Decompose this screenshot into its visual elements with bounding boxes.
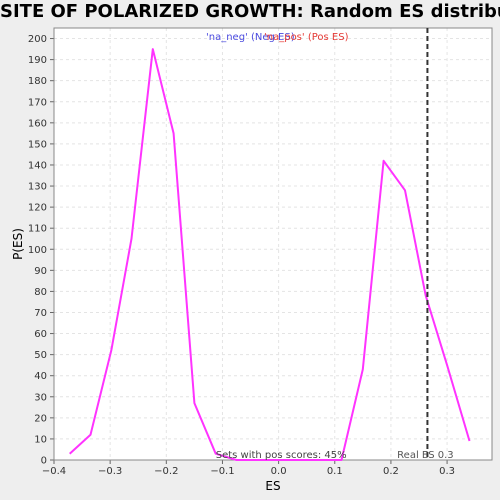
legend-entry-neg: 'na_neg' (Neg ES)	[206, 32, 295, 43]
y-tick-label: 50	[34, 350, 47, 361]
y-tick-label: 20	[34, 413, 47, 424]
y-tick-label: 130	[28, 182, 47, 193]
legend-entry-pos: 'na_pos' (Pos ES)	[264, 32, 349, 43]
x-tick-label: −0.3	[98, 466, 122, 477]
y-tick-label: 60	[34, 329, 47, 340]
grid-lines	[53, 28, 492, 461]
y-tick-label: 100	[28, 245, 47, 256]
x-tick-label: −0.1	[210, 466, 234, 477]
y-tick-label: 170	[28, 97, 47, 108]
plot-background	[54, 28, 492, 460]
y-tick-label: 180	[28, 76, 47, 87]
legend: 'na_neg' (Neg ES)'na_pos' (Pos ES)	[206, 32, 349, 43]
x-tick-label: −0.4	[42, 466, 66, 477]
distribution-line	[69, 48, 471, 461]
y-tick-label: 0	[41, 456, 47, 467]
y-tick-label: 140	[28, 160, 47, 171]
x-tick-label: −0.2	[154, 466, 178, 477]
chart-title: SITE OF POLARIZED GROWTH: Random ES dist…	[0, 1, 500, 22]
y-tick-label: 120	[28, 203, 47, 214]
y-tick-label: 40	[34, 371, 47, 382]
y-axis-title: P(ES)	[11, 228, 25, 260]
y-tick-label: 160	[28, 118, 47, 129]
y-tick-label: 80	[34, 287, 47, 298]
pos-scores-annotation: Sets with pos scores: 45%	[216, 450, 347, 461]
x-tick-label: 0.3	[439, 466, 455, 477]
y-tick-label: 70	[34, 308, 47, 319]
y-tick-label: 30	[34, 392, 47, 403]
axes: 0 10 20 30 40 50 60 70 80 90 100 110 120 130 140 150 160…	[28, 27, 493, 477]
x-tick-label: 0.2	[383, 466, 399, 477]
real-es-label: Real ES 0.3	[397, 450, 453, 461]
x-axis-title: ES	[265, 479, 280, 493]
y-tick-label: 190	[28, 55, 47, 66]
series-layer: Real ES 0.3 Sets with pos scores: 45%	[69, 28, 471, 461]
y-tick-label: 150	[28, 139, 47, 150]
x-tick-label: 0.1	[327, 466, 343, 477]
y-tick-label: 200	[28, 34, 47, 45]
y-tick-label: 10	[34, 434, 47, 445]
y-tick-label: 90	[34, 266, 47, 277]
x-tick-label: 0.0	[271, 466, 287, 477]
y-tick-label: 110	[28, 224, 47, 235]
